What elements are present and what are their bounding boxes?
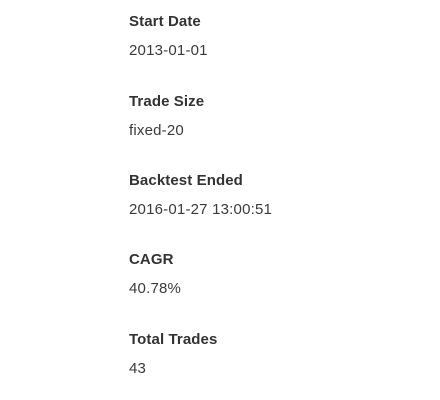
stat-label: CAGR [129, 251, 174, 268]
stat-value: fixed-20 [129, 122, 184, 139]
stat-value: 43 [129, 360, 147, 377]
stat-value: 40.78% [129, 280, 182, 297]
stat-label: Total Trades [129, 331, 218, 348]
stat-backtest-ended: Backtest Ended 2016-01-27 13:00:51 [129, 172, 272, 219]
stat-label: Backtest Ended [129, 172, 243, 189]
stat-label: Trade Size [129, 93, 205, 110]
stat-value: 2016-01-27 13:00:51 [129, 201, 273, 218]
stat-total-trades: Total Trades 43 [129, 331, 217, 378]
stat-trade-size: Trade Size fixed-20 [129, 93, 204, 140]
stat-value: 2013-01-01 [129, 42, 208, 59]
stat-label: Start Date [129, 13, 201, 30]
stat-start-date: Start Date 2013-01-01 [129, 13, 208, 60]
stat-cagr: CAGR 40.78% [129, 251, 181, 298]
